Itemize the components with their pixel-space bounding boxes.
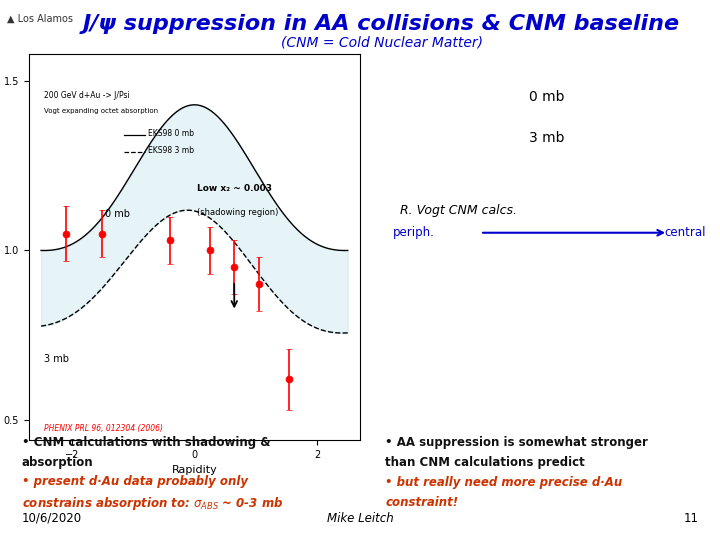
Text: EKS98 3 mb: EKS98 3 mb xyxy=(148,146,194,155)
Text: • CNM calculations with shadowing &: • CNM calculations with shadowing & xyxy=(22,436,270,449)
Text: 3 mb: 3 mb xyxy=(529,131,564,145)
Text: EKS98 0 mb: EKS98 0 mb xyxy=(148,129,194,138)
Text: constraint!: constraint! xyxy=(385,496,459,509)
Text: R. Vogt CNM calcs.: R. Vogt CNM calcs. xyxy=(400,204,517,217)
Text: J/ψ suppression in AA collisions & CNM baseline: J/ψ suppression in AA collisions & CNM b… xyxy=(83,14,680,33)
Text: (CNM = Cold Nuclear Matter): (CNM = Cold Nuclear Matter) xyxy=(281,35,482,49)
Text: 200 GeV d+Au -> J/Psi: 200 GeV d+Au -> J/Psi xyxy=(44,91,130,100)
Text: 0 mb: 0 mb xyxy=(105,208,130,219)
Text: (shadowing region): (shadowing region) xyxy=(197,207,279,217)
Text: Low x₂ ~ 0.003: Low x₂ ~ 0.003 xyxy=(197,184,272,193)
Text: 3 mb: 3 mb xyxy=(44,354,69,364)
Text: ▲ Los Alamos: ▲ Los Alamos xyxy=(7,14,73,24)
Text: 0 mb: 0 mb xyxy=(529,90,564,104)
Text: • but really need more precise d·Au: • but really need more precise d·Au xyxy=(385,476,623,489)
X-axis label: Rapidity: Rapidity xyxy=(171,465,217,475)
Text: constrains absorption to: $\sigma_{ABS}$ ~ 0-3 mb: constrains absorption to: $\sigma_{ABS}$… xyxy=(22,495,283,512)
Text: periph.: periph. xyxy=(392,226,434,239)
Text: central: central xyxy=(664,226,706,239)
Text: • AA suppression is somewhat stronger: • AA suppression is somewhat stronger xyxy=(385,436,648,449)
Text: Vogt expanding octet absorption: Vogt expanding octet absorption xyxy=(44,108,158,114)
Text: 11: 11 xyxy=(683,512,698,525)
Text: absorption: absorption xyxy=(22,456,93,469)
Text: PHENIX PRL 96, 012304 (2006): PHENIX PRL 96, 012304 (2006) xyxy=(44,424,163,433)
Text: • present d·Au data probably only: • present d·Au data probably only xyxy=(22,475,248,488)
Text: than CNM calculations predict: than CNM calculations predict xyxy=(385,456,585,469)
Text: 10/6/2020: 10/6/2020 xyxy=(22,512,82,525)
Text: Mike Leitch: Mike Leitch xyxy=(327,512,393,525)
